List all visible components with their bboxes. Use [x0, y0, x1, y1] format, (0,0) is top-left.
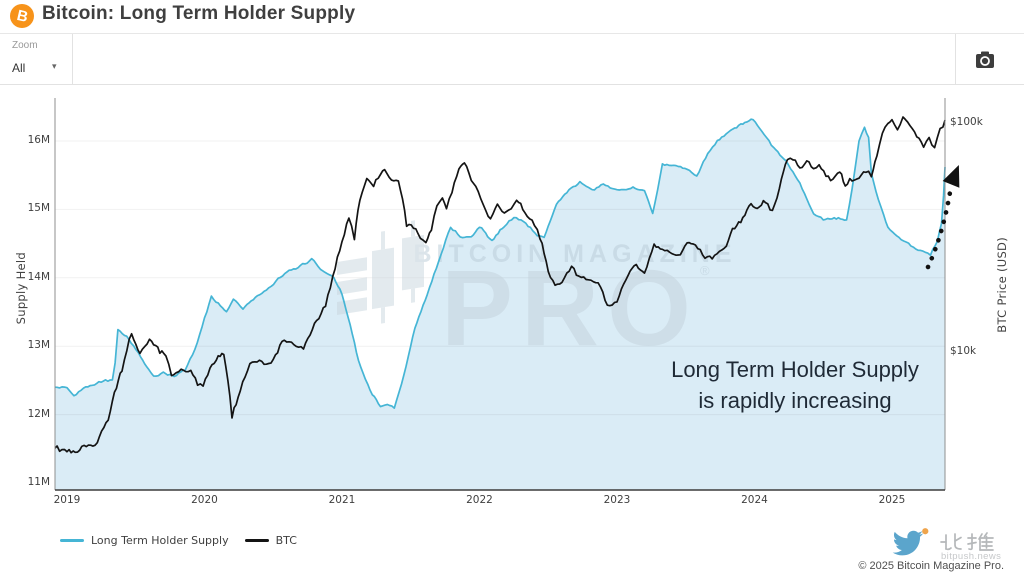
chevron-down-icon: ▾ — [52, 61, 57, 71]
lth-supply-legend-swatch — [60, 539, 84, 542]
camera-icon — [976, 51, 994, 68]
year-tick-2021: 2021 — [328, 494, 356, 506]
legend-item-lth-supply[interactable]: Long Term Holder Supply — [60, 534, 229, 547]
year-tick-2019: 2019 — [53, 494, 81, 506]
price-tick-100k: $100k — [950, 116, 983, 128]
toolbar-divider — [955, 34, 956, 84]
zoom-range-dropdown[interactable]: Zoom All ▾ — [0, 34, 73, 84]
chart-annotation: Long Term Holder Supply is rapidly incre… — [671, 357, 919, 413]
supply-tick-12M: 12M — [27, 407, 50, 420]
btc-legend-label: BTC — [275, 534, 297, 547]
bitpush-cjk-name — [940, 532, 994, 551]
page-title: Bitcoin: Long Term Holder Supply — [42, 3, 356, 24]
lth-supply-area — [55, 119, 945, 490]
year-tick-2022: 2022 — [466, 494, 493, 506]
year-tick-2024: 2024 — [741, 494, 768, 506]
trend-arrow — [925, 164, 960, 270]
legend: Long Term Holder Supply BTC — [60, 534, 313, 547]
btc-legend-swatch — [244, 539, 269, 542]
btc-price-line — [54, 116, 946, 454]
year-tick-2025: 2025 — [878, 494, 906, 506]
bitcoin-magazine-pro-watermark: BITCOIN MAGAZINE PRO ® — [337, 220, 736, 368]
bird-icon — [892, 528, 929, 556]
bitcoin-icon: B — [10, 4, 34, 28]
svg-text:PRO: PRO — [441, 247, 699, 368]
lth-supply-legend-label: Long Term Holder Supply — [91, 534, 229, 547]
price-tick-10k: $10k — [950, 345, 977, 357]
chart-toolbar: Zoom All ▾ — [0, 33, 1024, 85]
zoom-label: Zoom — [12, 40, 38, 51]
supply-tick-13M: 13M — [27, 339, 50, 352]
supply-tick-14M: 14M — [27, 270, 50, 283]
svg-text:BITCOIN MAGAZINE: BITCOIN MAGAZINE — [413, 240, 736, 268]
coin-dot-icon — [922, 528, 929, 535]
camera-snapshot-button[interactable] — [972, 50, 998, 70]
lth-supply-line — [54, 118, 946, 409]
legend-item-btc[interactable]: BTC — [244, 534, 297, 547]
year-tick-2020: 2020 — [191, 494, 218, 506]
right-axis-title: BTC Price (USD) — [995, 237, 1009, 333]
supply-tick-11M: 11M — [27, 476, 50, 488]
supply-tick-16M: 16M — [27, 134, 50, 146]
year-tick-2023: 2023 — [603, 494, 631, 506]
supply-tick-15M: 15M — [27, 202, 50, 215]
left-axis-title: Supply Held — [14, 252, 28, 325]
gridlines — [55, 140, 945, 416]
copyright-text: © 2025 Bitcoin Magazine Pro. — [858, 560, 1004, 572]
bitpush-logo — [886, 524, 1016, 564]
zoom-selected-value[interactable]: All — [12, 61, 26, 75]
bitpush-domain: bitpush.news — [941, 551, 1002, 562]
svg-text:®: ® — [700, 263, 710, 278]
